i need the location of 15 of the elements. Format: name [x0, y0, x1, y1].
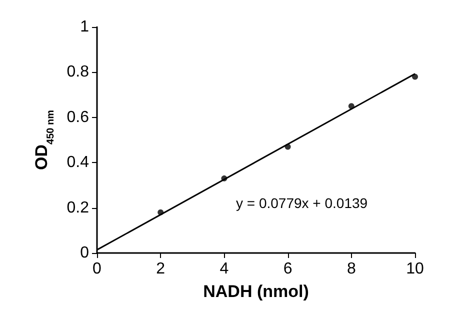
x-axis-title: NADH (nmol)	[203, 282, 309, 301]
x-tick-label: 2	[156, 260, 166, 278]
y-tick-label: 0.2	[66, 199, 90, 216]
y-tick-label: 0	[80, 244, 90, 262]
x-tick-label: 4	[220, 260, 229, 278]
x-tick-label: 0	[92, 260, 102, 278]
y-tick-label: 0.6	[66, 108, 90, 126]
y-axis-title: OD450 nm	[32, 110, 56, 170]
y-tick-label: 0.8	[66, 64, 90, 81]
x-tick-label: 8	[346, 260, 356, 278]
y-tick-label: 1	[80, 18, 90, 36]
y-tick-label: 0.4	[66, 154, 90, 172]
x-tick-label: 6	[283, 260, 292, 278]
x-tick-label: 10	[406, 260, 424, 278]
annotation: y = 0.0779x + 0.0139	[236, 195, 368, 211]
